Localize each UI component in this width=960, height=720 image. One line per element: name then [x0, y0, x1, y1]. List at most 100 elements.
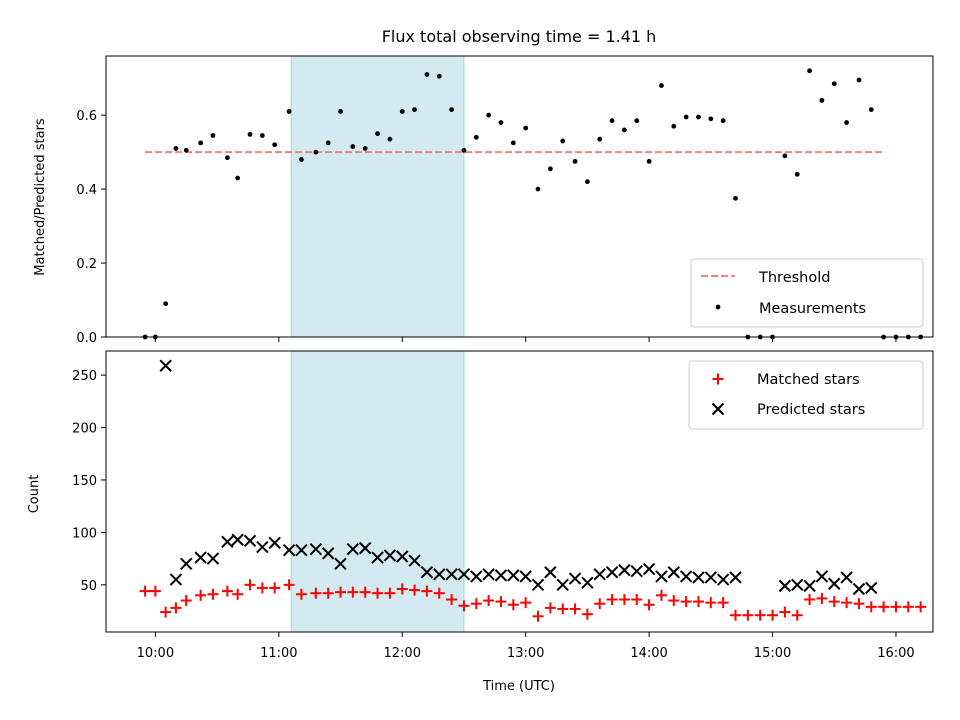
- predicted-star-point-0: [159, 359, 172, 372]
- legend-matched-label: Matched stars: [757, 372, 860, 388]
- predicted-star-point-47: [778, 579, 792, 593]
- measurement-point-54: [807, 68, 812, 74]
- matched-star-point-34: [557, 603, 569, 615]
- x-axis-label: Time (UTC): [482, 679, 555, 694]
- predicted-star-point-53: [852, 582, 866, 596]
- measurement-point-55: [819, 97, 825, 103]
- matched-star-point-54: [804, 593, 816, 605]
- matched-star-point-43: [668, 595, 680, 607]
- matched-star-point-61: [890, 601, 902, 613]
- y-tick-label-3: 200: [72, 422, 97, 437]
- predicted-star-point-15: [346, 542, 360, 556]
- matched-star-point-29: [495, 596, 507, 608]
- predicted-star-point-2: [180, 557, 193, 571]
- measurement-point-21: [399, 109, 405, 114]
- predicted-star-point-54: [865, 581, 878, 595]
- measurement-point-4: [183, 147, 189, 153]
- matched-star-point-23: [421, 585, 433, 597]
- matched-star-point-14: [310, 587, 322, 599]
- measurement-point-32: [535, 186, 541, 192]
- bottom-panel: 50 100 150 200 250 10:00 11:00 12:00 13:00 14:00…: [27, 350, 934, 694]
- top-x-ticks: [154, 337, 897, 342]
- matched-star-point-30: [507, 599, 519, 611]
- predicted-star-point-29: [519, 570, 532, 583]
- measurement-point-34: [560, 138, 566, 144]
- measurement-point-17: [350, 144, 356, 149]
- matched-star-point-52: [779, 606, 791, 618]
- predicted-star-point-21: [420, 566, 434, 579]
- predicted-star-point-3: [194, 551, 207, 564]
- predicted-star-point-16: [359, 541, 372, 555]
- measurement-points: [142, 68, 924, 340]
- matched-star-point-13: [295, 588, 307, 600]
- top-legend: Threshold Measurements: [690, 258, 924, 328]
- predicted-star-point-18: [383, 549, 397, 562]
- matched-star-point-28: [483, 595, 495, 607]
- predicted-star-point-34: [581, 576, 594, 589]
- bottom-legend-box: [688, 360, 924, 430]
- measurement-point-22: [412, 107, 417, 113]
- matched-star-point-9: [244, 579, 256, 591]
- measurement-point-9: [247, 131, 253, 137]
- matched-star-point-6: [207, 588, 219, 600]
- predicted-star-points: [159, 359, 878, 596]
- predicted-star-point-14: [334, 557, 347, 571]
- matched-star-point-41: [643, 599, 655, 611]
- matched-star-point-24: [433, 587, 445, 599]
- matched-star-point-47: [717, 597, 729, 609]
- predicted-star-point-43: [692, 571, 705, 584]
- matched-star-point-31: [520, 597, 532, 609]
- measurement-point-56: [831, 81, 837, 87]
- measurement-point-26: [461, 147, 467, 153]
- y-tick-label-1: 0.2: [76, 257, 97, 272]
- measurement-point-2: [163, 301, 169, 307]
- matched-star-point-7: [221, 585, 233, 597]
- y-tick-label-2: 150: [72, 474, 97, 489]
- legend-predicted-label: Predicted stars: [757, 402, 865, 418]
- matched-star-point-46: [705, 597, 717, 609]
- predicted-star-point-44: [704, 571, 718, 584]
- x-tick-label-5: 15:00: [754, 646, 791, 661]
- matched-star-point-58: [853, 598, 865, 610]
- matched-star-point-55: [816, 592, 828, 604]
- y-tick-label-1: 100: [72, 526, 97, 541]
- predicted-star-point-39: [642, 562, 656, 576]
- matched-star-point-35: [569, 603, 581, 615]
- measurement-point-24: [436, 73, 442, 79]
- bottom-x-ticks: 10:00 11:00 12:00 13:00 14:00 15:00 16:00: [137, 632, 915, 661]
- y-tick-label-3: 0.6: [76, 109, 97, 124]
- matched-star-point-3: [170, 602, 182, 614]
- measurement-point-58: [856, 77, 862, 83]
- measurement-point-47: [720, 118, 726, 124]
- predicted-star-point-45: [716, 573, 730, 586]
- predicted-star-point-50: [815, 570, 829, 583]
- predicted-star-point-13: [321, 547, 335, 560]
- measurement-point-40: [634, 118, 640, 124]
- top-highlight-span: [290, 55, 465, 338]
- measurement-point-42: [659, 83, 664, 88]
- predicted-star-point-1: [169, 573, 183, 586]
- measurement-point-25: [449, 107, 455, 113]
- predicted-star-point-10: [282, 544, 296, 557]
- y-tick-label-2: 0.4: [76, 183, 97, 198]
- measurement-point-33: [547, 166, 553, 172]
- matched-star-point-48: [730, 609, 742, 621]
- predicted-star-point-7: [243, 534, 257, 547]
- predicted-star-point-25: [470, 570, 483, 583]
- measurement-point-48: [733, 195, 738, 201]
- measurement-point-37: [597, 136, 603, 142]
- matched-star-point-57: [841, 597, 853, 609]
- measurement-point-52: [782, 153, 788, 159]
- predicted-star-point-24: [457, 568, 471, 581]
- bottom-legend: Matched stars Predicted stars: [688, 360, 924, 430]
- measurement-point-46: [708, 116, 714, 122]
- measurement-point-44: [683, 114, 689, 120]
- measurement-point-11: [272, 142, 278, 148]
- x-tick-label-0: 10:00: [137, 646, 174, 661]
- matched-star-point-45: [692, 596, 704, 608]
- top-legend-box: [690, 258, 924, 328]
- measurement-point-30: [510, 140, 516, 146]
- legend-measurements-label: Measurements: [759, 301, 866, 317]
- matched-star-point-42: [655, 589, 667, 601]
